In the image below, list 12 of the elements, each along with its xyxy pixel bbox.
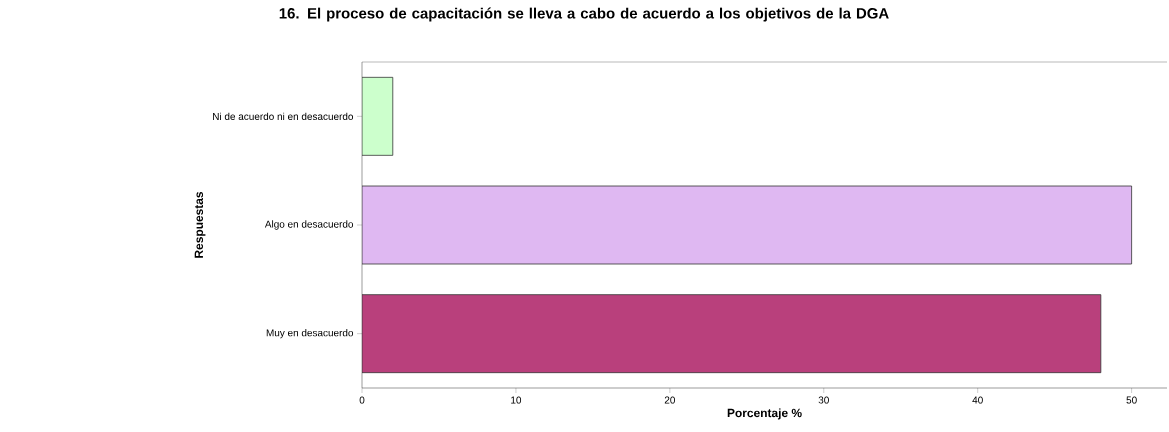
- x-tick-label: 20: [664, 396, 676, 404]
- x-tick-label: 0: [359, 396, 365, 404]
- y-tick-label: Muy en desacuerdo: [266, 329, 354, 339]
- y-axis-title: Respuestas: [194, 191, 206, 258]
- y-tick-label: Ni de acuerdo ni en desacuerdo: [213, 112, 354, 120]
- x-tick-label: 50: [1126, 396, 1137, 404]
- x-axis-title: Porcentaje %: [727, 408, 802, 420]
- x-tick-label: 10: [511, 396, 522, 404]
- x-tick-label: 40: [972, 396, 983, 404]
- y-tick-label: Algo en desacuerdo: [264, 220, 354, 230]
- x-tick-label: 30: [818, 396, 829, 404]
- chart-title: 16. El proceso de capacitación se lleva a cabo de acuerdo a los objetivos de la DGA: [279, 7, 889, 22]
